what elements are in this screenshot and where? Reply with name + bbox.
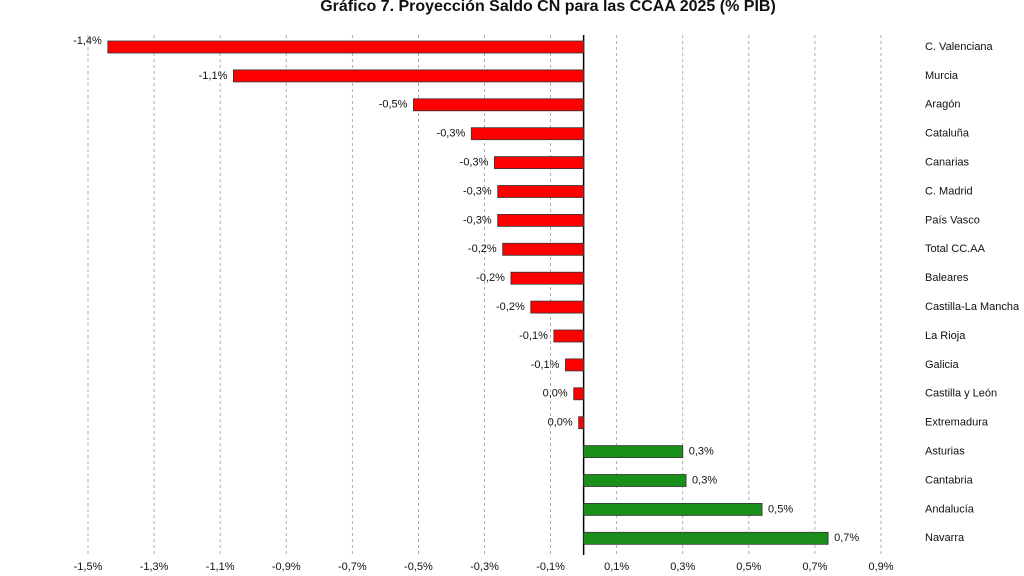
- x-tick-label: -0,7%: [338, 561, 367, 573]
- x-tick-label: -0,5%: [404, 561, 433, 573]
- bar: [470, 127, 585, 141]
- x-tick-label: -0,3%: [470, 561, 499, 573]
- category-label: La Rioja: [925, 330, 966, 342]
- category-label: Canarias: [925, 157, 970, 169]
- bar: [573, 387, 585, 401]
- bar: [107, 40, 585, 54]
- value-label: -0,1%: [531, 359, 560, 371]
- chart-title: Gráfico 7. Proyección Saldo CN para las …: [320, 0, 776, 15]
- x-tick-label: 0,5%: [736, 561, 761, 573]
- x-tick-label: -0,9%: [272, 561, 301, 573]
- bar: [553, 329, 585, 343]
- category-label: Galicia: [925, 359, 960, 371]
- value-label: -0,3%: [463, 185, 492, 197]
- value-label: -0,2%: [476, 272, 505, 284]
- value-label: 0,0%: [543, 388, 568, 400]
- category-label: Baleares: [925, 272, 969, 284]
- value-label: 0,7%: [834, 532, 859, 544]
- category-label: Castilla-La Mancha: [925, 301, 1020, 313]
- bar: [583, 531, 829, 545]
- bar: [510, 271, 585, 285]
- x-tick-label: 0,3%: [670, 561, 695, 573]
- value-label: 0,5%: [768, 503, 793, 515]
- bar: [497, 213, 585, 227]
- category-label: Navarra: [925, 532, 965, 544]
- value-label: 0,3%: [689, 446, 714, 458]
- bar: [583, 474, 687, 487]
- bar: [583, 445, 684, 459]
- x-tick-label: -0,1%: [536, 561, 565, 573]
- x-tick-label: 0,1%: [604, 561, 629, 573]
- category-label: Andalucía: [925, 503, 975, 515]
- bar: [494, 156, 585, 170]
- bar: [232, 69, 585, 83]
- x-tick-label: 0,9%: [868, 561, 893, 573]
- category-label: Castilla y León: [925, 388, 997, 400]
- bar: [565, 358, 585, 372]
- value-label: -0,2%: [468, 243, 497, 255]
- category-label: Cataluña: [925, 128, 970, 140]
- value-label: -1,1%: [199, 70, 228, 82]
- x-tick-label: 0,7%: [802, 561, 827, 573]
- value-label: -0,5%: [379, 99, 408, 111]
- category-label: Aragón: [925, 99, 960, 111]
- value-label: -0,2%: [496, 301, 525, 313]
- value-label: -1,4%: [73, 35, 102, 47]
- value-label: -0,3%: [460, 157, 489, 169]
- category-label: Cantabria: [925, 474, 974, 486]
- value-label: 0,0%: [548, 417, 573, 429]
- category-label: C. Madrid: [925, 185, 973, 197]
- bar: [530, 300, 585, 314]
- bar: [413, 98, 585, 112]
- x-tick-label: -1,1%: [206, 561, 235, 573]
- bar: [578, 416, 585, 430]
- category-label: C. Valenciana: [925, 41, 994, 53]
- category-label: Total CC.AA: [925, 243, 986, 255]
- x-tick-label: -1,5%: [74, 561, 103, 573]
- x-tick-label: -1,3%: [140, 561, 169, 573]
- category-label: Asturias: [925, 446, 965, 458]
- bar: [583, 502, 763, 516]
- category-label: Murcia: [925, 70, 959, 82]
- category-label: Extremadura: [925, 417, 989, 429]
- value-label: -0,1%: [519, 330, 548, 342]
- value-label: 0,3%: [692, 474, 717, 486]
- bar: [497, 185, 585, 198]
- value-label: -0,3%: [463, 214, 492, 226]
- category-label: País Vasco: [925, 214, 980, 226]
- value-label: -0,3%: [437, 128, 466, 140]
- bar: [502, 242, 585, 256]
